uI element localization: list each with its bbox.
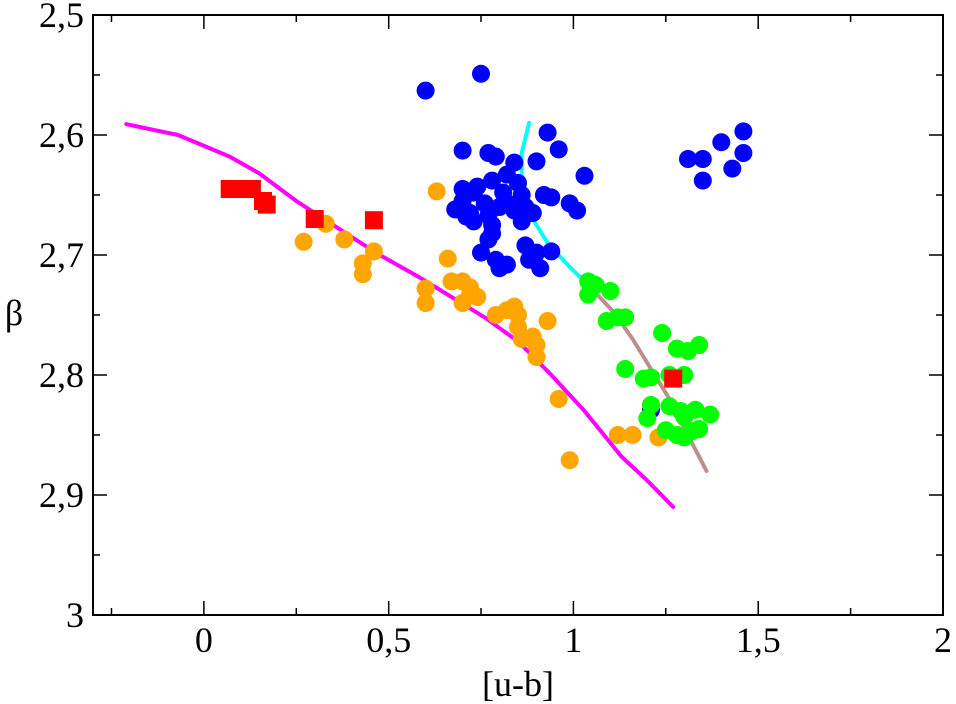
orange-circle-point-9	[438, 249, 457, 268]
y-axis-label: β	[5, 293, 23, 333]
green-circle-point-22	[701, 405, 720, 424]
green-circle-point-13	[642, 368, 660, 387]
green-circle-point-17	[638, 409, 657, 428]
orange-circle-point-27	[560, 451, 579, 470]
orange-circle-point-0	[427, 182, 446, 201]
blue-circle-point-48	[693, 150, 712, 168]
y-tick-label-3: 2,8	[39, 355, 84, 395]
blue-circle-point-52	[734, 122, 753, 141]
orange-circle-point-28	[608, 426, 627, 444]
x-axis-label: [u-b]	[482, 664, 554, 704]
green-circle-point-10	[690, 336, 709, 354]
blue-circle-point-32	[512, 212, 531, 231]
orange-circle-point-8	[416, 294, 435, 312]
blue-circle-point-34	[479, 230, 498, 249]
blue-circle-point-53	[734, 144, 753, 162]
green-circle-point-21	[686, 400, 705, 419]
x-tick-label-1: 0,5	[366, 620, 411, 660]
blue-circle-point-6	[527, 152, 546, 171]
blue-circle-point-1	[472, 64, 490, 83]
red-square-point-6	[364, 211, 383, 230]
blue-circle-point-4	[486, 147, 505, 166]
blue-circle-point-45	[568, 201, 587, 220]
y-tick-label-0: 2,5	[39, 0, 84, 35]
series-points	[220, 64, 753, 470]
orange-circle-point-29	[623, 426, 642, 444]
blue-circle-point-38	[472, 243, 490, 262]
red-square-point-7	[664, 369, 683, 388]
green-circle-point-3	[601, 282, 620, 300]
orange-circle-point-7	[416, 279, 435, 298]
blue-circle-point-41	[490, 259, 509, 278]
orange-circle-point-14	[468, 288, 487, 306]
x-tick-label-0: 0	[195, 620, 213, 660]
green-circle-point-6	[616, 308, 635, 327]
orange-circle-point-6	[364, 242, 383, 261]
blue-circle-point-18	[542, 188, 561, 207]
orange-circle-point-5	[353, 265, 372, 284]
blue-circle-point-49	[693, 171, 712, 190]
blue-circle-point-30	[464, 212, 483, 231]
green-circle-point-11	[616, 360, 635, 378]
tick-labels: 0 0,5 1 1,5 2 2,5 2,6 2,7 2,8 2,9 3	[39, 0, 952, 660]
orange-circle-point-24	[527, 348, 546, 366]
blue-circle-point-10	[483, 171, 502, 190]
blue-circle-point-2	[453, 141, 472, 160]
y-tick-label-1: 2,6	[39, 115, 84, 155]
blue-circle-point-7	[538, 123, 557, 142]
red-square-point-4	[257, 195, 276, 214]
green-circle-point-7	[653, 324, 672, 342]
blue-circle-point-8	[549, 140, 568, 159]
axis-ticks	[93, 14, 944, 616]
blue-circle-point-37	[542, 242, 561, 261]
x-tick-label-2: 1	[564, 620, 582, 660]
orange-circle-point-15	[453, 294, 472, 312]
blue-circle-point-50	[712, 133, 731, 152]
magenta-line	[124, 122, 676, 509]
blue-circle-point-47	[679, 150, 697, 168]
green-circle-point-2	[586, 276, 605, 294]
blue-circle-point-43	[531, 259, 550, 278]
orange-circle-point-25	[538, 312, 557, 330]
green-circle-point-27	[690, 420, 709, 438]
x-tick-label-4: 2	[934, 620, 952, 660]
y-tick-label-4: 2,9	[39, 475, 84, 515]
orange-circle-point-3	[335, 230, 354, 249]
orange-circle-point-26	[549, 390, 568, 408]
blue-circle-point-46	[575, 166, 594, 185]
y-tick-label-2: 2,7	[39, 235, 84, 275]
x-tick-label-3: 1,5	[736, 620, 781, 660]
y-tick-label-5: 3	[66, 595, 84, 635]
orange-circle-point-1	[294, 232, 313, 251]
blue-circle-point-0	[416, 81, 435, 100]
red-square-point-5	[305, 210, 324, 228]
blue-circle-point-51	[723, 159, 742, 178]
